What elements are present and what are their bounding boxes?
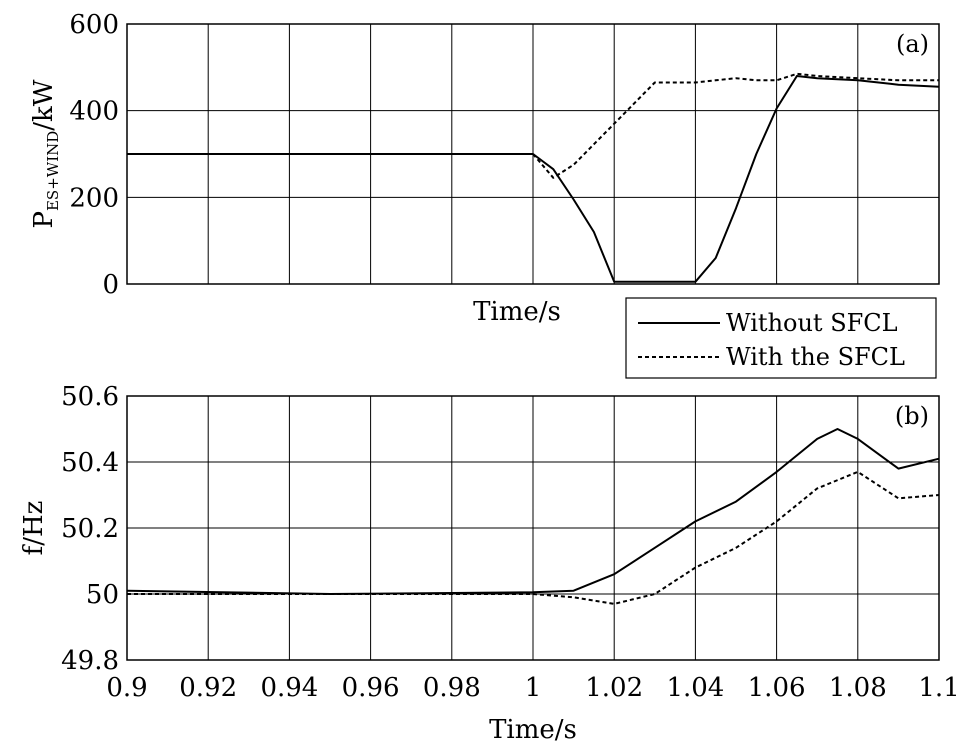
panel-b-series-without-sfcl [126,428,940,595]
panel-b-x-tick-label: 1.02 [585,673,643,703]
panel-a-x-axis-label: Time/s [473,297,561,327]
panel-b-x-tick-label: 0.98 [423,673,481,703]
panel-b-x-tick-label: 1.06 [748,673,806,703]
panel-a-y-tick-label: 400 [69,97,119,127]
panel-b: 50.6 50.4 50.2 50 49.8 0.9 0.92 0.94 0.96 0.98 1 1… [19,382,960,745]
panel-b-y-tick-label: 50.4 [61,448,119,478]
panel-b-x-ticks: 0.9 0.92 0.94 0.96 0.98 1 1.02 1.04 1.06 1.08 1.1 [106,673,959,703]
panel-b-series-with-sfcl [127,470,940,605]
panel-b-y-tick-label: 50 [86,580,119,610]
legend-entry-with-sfcl: With the SFCL [726,343,905,371]
panel-b-x-tick-label: 1.04 [666,673,724,703]
panel-a-series-with-sfcl [127,72,939,179]
panel-a-label: (a) [896,30,929,58]
panel-a: 600 400 200 0 (a) PES+WIND/kW Time/s [29,10,940,327]
panel-b-y-tick-label: 49.8 [61,646,119,676]
panel-a-y-tick-label: 0 [102,270,119,300]
panel-b-x-axis-label: Time/s [489,715,577,745]
panel-b-label: (b) [895,402,929,430]
panel-a-y-axis-label: PES+WIND/kW [29,79,62,228]
panel-b-y-tick-label: 50.2 [61,514,119,544]
ylabel-subscript: ES+WIND [44,131,62,211]
panel-b-x-tick-label: 0.94 [260,673,318,703]
legend-entry-without-sfcl: Without SFCL [726,309,898,337]
panel-b-x-tick-label: 1.08 [829,673,887,703]
panel-b-x-tick-label: 0.96 [342,673,400,703]
panel-b-frame [126,395,940,661]
panel-b-y-axis-label: f/Hz [19,501,49,556]
panel-b-y-tick-label: 50.6 [61,382,119,412]
panel-b-x-tick-label: 1.1 [918,673,959,703]
panel-a-y-tick-label: 200 [69,183,119,213]
panel-a-series-without-sfcl [127,75,940,283]
panel-b-x-tick-label: 0.92 [179,673,237,703]
panel-b-series [126,428,940,605]
panel-a-y-ticks: 600 400 200 0 [69,10,119,300]
legend-box [625,297,937,379]
panel-b-grid [127,396,939,660]
legend: Without SFCL With the SFCL [625,297,937,379]
panel-b-y-ticks: 50.6 50.4 50.2 50 49.8 [61,382,119,676]
panel-b-x-tick-label: 1 [525,673,542,703]
panel-a-series [127,72,940,283]
ylabel-main: P [29,211,59,229]
panel-a-y-tick-label: 600 [69,10,119,40]
ylabel-unit: /kW [29,79,59,131]
panel-b-x-tick-label: 0.9 [106,673,147,703]
